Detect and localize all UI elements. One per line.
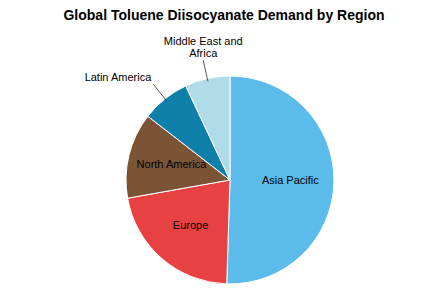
svg-text:North America: North America [137, 158, 208, 170]
html-text:Global Toluene Diisocyanate De: Global Toluene Diisocyanate Demand by Re… [63, 7, 385, 23]
svg-text:Latin America: Latin America [85, 71, 153, 83]
svg-text:Asia Pacific: Asia Pacific [262, 174, 319, 186]
svg-text:Europe: Europe [173, 219, 208, 231]
svg-text:Middle East andAfrica: Middle East andAfrica [164, 35, 243, 59]
